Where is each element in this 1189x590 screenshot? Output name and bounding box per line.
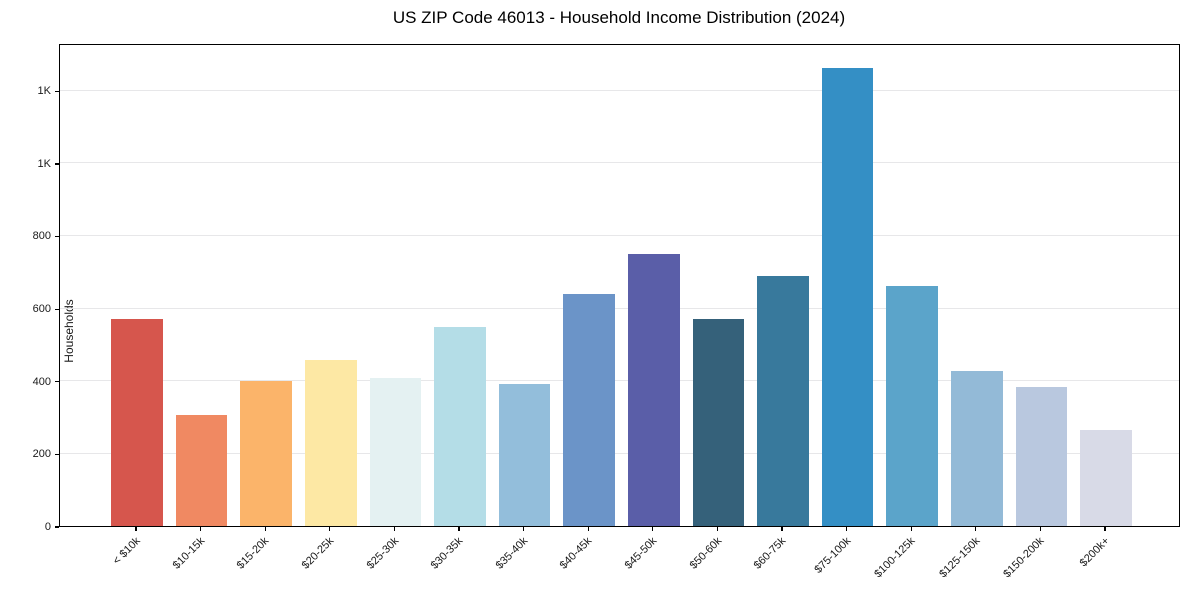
y-tick-mark <box>55 90 59 92</box>
x-tick-mark <box>1039 527 1042 531</box>
x-tick-mark <box>523 527 525 531</box>
bar-$30-35k <box>434 327 486 526</box>
bar-$15-20k <box>240 381 292 526</box>
x-tick-label: $10-15k <box>170 535 208 572</box>
x-tick-mark <box>716 527 719 531</box>
gridline <box>60 162 1179 164</box>
y-tick-label: 0 <box>44 521 51 533</box>
x-tick-mark <box>781 527 783 531</box>
bar-$150-200k <box>1015 386 1068 526</box>
y-tick-label: 800 <box>32 230 51 243</box>
bar-$35-40k <box>498 384 551 526</box>
y-tick-label: 600 <box>32 303 51 316</box>
bar-$60-75k <box>757 276 809 526</box>
bar-< $10k <box>111 319 163 526</box>
x-tick-mark <box>975 527 977 531</box>
x-tick-mark <box>329 527 331 531</box>
gridline <box>60 234 1179 236</box>
x-tick-label: $50-60k <box>687 535 724 572</box>
bar-$10-15k <box>175 415 228 526</box>
x-tick-label: $100-125k <box>872 535 918 581</box>
bar-$40-45k <box>563 293 615 526</box>
x-tick-mark <box>846 527 848 531</box>
y-axis-label: Households <box>62 299 76 363</box>
x-tick-label: $15-20k <box>235 535 272 572</box>
bar-$125-150k <box>951 370 1003 526</box>
bar-$25-30k <box>369 377 422 526</box>
y-tick-mark <box>55 381 59 383</box>
x-tick-label: $25-30k <box>364 535 401 572</box>
bar-$50-60k <box>692 319 745 526</box>
plot-area: Households <box>59 44 1180 527</box>
y-tick-mark <box>55 526 59 528</box>
x-tick-mark <box>200 527 202 531</box>
x-tick-label: $60-75k <box>751 535 789 572</box>
x-tick-mark <box>652 527 654 531</box>
x-tick-label: < $10k <box>110 535 143 568</box>
x-tick-label: $200k+ <box>1077 535 1112 570</box>
x-tick-mark <box>1104 527 1106 531</box>
gridline <box>60 452 1179 454</box>
gridline <box>60 380 1179 382</box>
bar-$45-50k <box>628 253 680 526</box>
x-tick-label: $35-40k <box>493 535 531 572</box>
bar-$75-100k <box>821 67 874 526</box>
y-tick-label: 200 <box>32 448 51 461</box>
chart-title: US ZIP Code 46013 - Household Income Dis… <box>392 8 846 27</box>
x-tick-mark <box>393 527 396 531</box>
x-tick-label: $150-200k <box>1001 535 1047 581</box>
x-tick-mark <box>458 527 460 531</box>
x-tick-label: $45-50k <box>622 535 660 572</box>
y-tick-mark <box>55 453 59 456</box>
x-tick-label: $20-25k <box>299 535 337 572</box>
x-tick-label: $75-100k <box>812 535 854 576</box>
x-tick-label: $40-45k <box>558 535 595 572</box>
x-tick-mark <box>910 527 912 531</box>
y-tick-mark <box>55 163 59 165</box>
bar-$100-125k <box>886 285 938 526</box>
gridline <box>60 307 1179 309</box>
x-tick-mark <box>135 527 137 531</box>
bar-$200k+ <box>1080 430 1132 526</box>
x-tick-mark <box>587 527 589 531</box>
y-tick-label: 1K <box>37 85 51 98</box>
x-tick-mark <box>264 527 266 531</box>
bar-$20-25k <box>305 359 357 526</box>
y-tick-label: 400 <box>32 375 51 388</box>
gridline <box>60 89 1179 91</box>
y-tick-mark <box>55 308 59 310</box>
x-tick-label: $125-150k <box>937 535 983 581</box>
y-tick-label: 1K <box>37 157 51 170</box>
y-tick-mark <box>55 235 59 238</box>
x-tick-label: $30-35k <box>428 535 466 572</box>
